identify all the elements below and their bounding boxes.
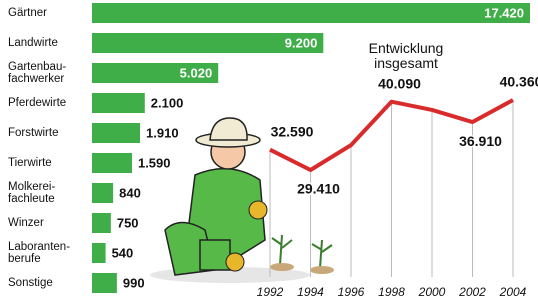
- value-label: 40.090: [378, 75, 421, 91]
- category-label: Gärtner: [8, 7, 47, 19]
- category-label: Winzer: [8, 217, 44, 229]
- value-label: 40.360: [500, 74, 538, 90]
- x-tick-label: 1996: [338, 285, 365, 299]
- category-label: Landwirte: [8, 37, 58, 49]
- value-label: 1.910: [146, 125, 179, 140]
- x-tick-label: 2002: [458, 285, 486, 299]
- bar: [92, 123, 140, 143]
- category-label: Molkerei- fachleute: [8, 181, 55, 205]
- value-label: 29.410: [297, 181, 340, 197]
- x-tick-label: 2000: [418, 285, 446, 299]
- x-tick-label: 1998: [378, 285, 405, 299]
- x-tick-label: 1994: [297, 285, 324, 299]
- value-label: 540: [112, 245, 134, 260]
- value-label: 750: [117, 215, 139, 230]
- bar: [92, 243, 106, 263]
- line-title: Entwicklung insgesamt: [360, 41, 452, 71]
- value-label: 1.590: [138, 155, 171, 170]
- category-label: Forstwirte: [8, 127, 58, 139]
- value-label: 840: [119, 185, 141, 200]
- value-label: 2.100: [151, 95, 184, 110]
- bar: [92, 213, 111, 233]
- value-label: 990: [123, 275, 145, 290]
- category-label: Gartenbau- fachwerker: [8, 61, 66, 85]
- gardener-illustration: [150, 118, 334, 283]
- category-label: Sonstige: [8, 277, 53, 289]
- bar: [92, 3, 530, 23]
- chart-canvas: 17.420 9.200 5.020 2.100 1.910 1.590 840 750 540…: [0, 0, 538, 301]
- value-label: 32.590: [271, 123, 314, 139]
- bar: [92, 183, 113, 203]
- category-label: Pferdewirte: [8, 97, 66, 109]
- bar: [92, 273, 117, 293]
- value-label: 36.910: [459, 133, 502, 149]
- bar: [92, 153, 132, 173]
- chart: 17.420 9.200 5.020 2.100 1.910 1.590 840 750 540…: [0, 0, 538, 301]
- bar: [92, 93, 145, 113]
- value-label: 9.200: [285, 35, 318, 50]
- category-label: Laboranten- berufe: [8, 241, 70, 265]
- value-label: 5.020: [180, 65, 213, 80]
- value-label: 17.420: [484, 5, 524, 20]
- category-label: Tierwirte: [8, 157, 52, 169]
- x-tick-label: 1992: [257, 285, 284, 299]
- x-tick-label: 2004: [499, 285, 527, 299]
